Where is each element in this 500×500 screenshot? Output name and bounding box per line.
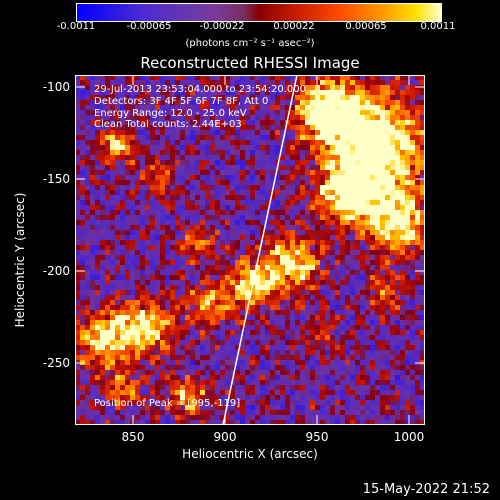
colorbar — [76, 3, 442, 22]
colorbar-tick: 0.00065 — [345, 21, 387, 32]
image-title: Reconstructed RHESSI Image — [140, 54, 360, 72]
colorbar-tick: -0.00065 — [126, 21, 172, 32]
clean-counts-text: Clean Total counts: 2.44E+03 — [94, 119, 242, 131]
detectors-text: Detectors: 3F 4F 5F 6F 7F 8F, Att 0 — [94, 95, 269, 107]
x-tick-label: 900 — [213, 430, 237, 444]
rhessi-image — [75, 75, 425, 425]
y-tick-label: -200 — [42, 264, 70, 278]
time-range-text: 29-Jul-2013 23:53:04.000 to 23:54:20.000 — [94, 84, 306, 95]
peak-position-text: Position of Peak = [995,-119] — [94, 398, 241, 409]
x-axis-label: Heliocentric X (arcsec) — [182, 447, 318, 461]
plot-frame — [75, 75, 425, 425]
colorbar-tick: -0.0011 — [56, 21, 96, 32]
rhessi-image-canvas — [75, 75, 425, 425]
colorbar-unit-label: (photons cm⁻² s⁻¹ asec⁻²) — [185, 38, 315, 49]
solar-limb-line — [222, 75, 298, 425]
colorbar-tick: 0.0011 — [420, 21, 456, 32]
x-tick-label: 850 — [121, 430, 145, 444]
y-axis-label: Heliocentric Y (arcsec) — [13, 192, 27, 328]
energy-range-text: Energy Range: 12.0 - 25.0 keV — [94, 107, 247, 119]
colorbar-tick: 0.00022 — [273, 21, 315, 32]
colorbar-tick: -0.00022 — [199, 21, 245, 32]
timestamp: 15-May-2022 21:52 — [362, 482, 490, 497]
y-tick-label: -250 — [42, 356, 70, 370]
x-tick-label: 1000 — [393, 430, 425, 444]
x-tick-label: 950 — [305, 430, 329, 444]
y-tick-label: -150 — [42, 172, 70, 186]
y-tick-label: -100 — [42, 80, 70, 94]
observation-info: 29-Jul-2013 23:53:04.000 to 23:54:20.000… — [94, 84, 306, 131]
